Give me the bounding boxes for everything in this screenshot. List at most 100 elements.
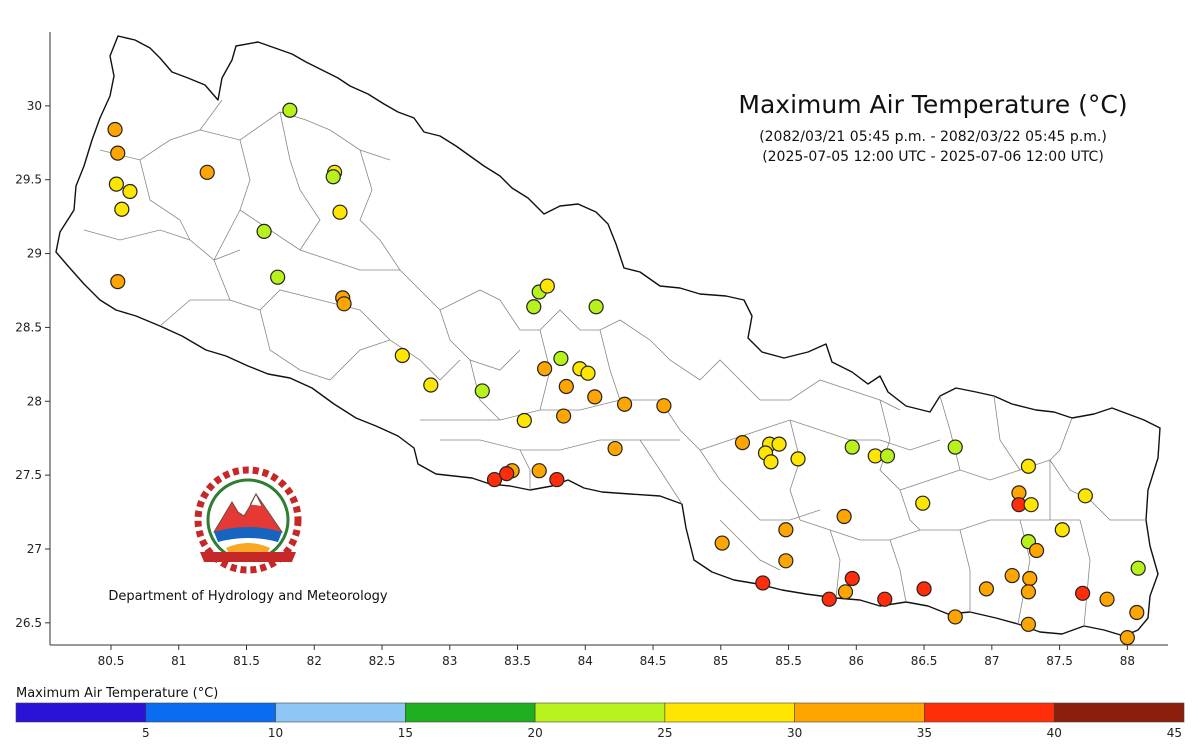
- map-title: Maximum Air Temperature (°C): [738, 90, 1127, 119]
- legend-color-bin: [794, 702, 925, 723]
- legend-tick-label: 20: [527, 726, 542, 740]
- x-tick-label: 87: [984, 654, 999, 668]
- y-axis-ticks: 26.5 27 27.5 28 28.5 29 29.5 30: [15, 99, 50, 630]
- station-marker: [916, 581, 932, 597]
- x-tick-label: 84: [578, 654, 593, 668]
- station-marker: [837, 584, 854, 600]
- station-marker: [1020, 584, 1037, 600]
- station-marker: [778, 553, 794, 569]
- station-marker: [771, 436, 787, 452]
- x-tick-label: 83.5: [504, 654, 531, 668]
- station-marker: [1020, 458, 1037, 474]
- legend-tick-label: 15: [398, 726, 413, 740]
- legend-tick-label: 45: [1167, 726, 1182, 740]
- station-marker: [1004, 567, 1020, 584]
- station-marker: [110, 274, 126, 290]
- x-tick-label: 83: [442, 654, 457, 668]
- station-marker: [553, 350, 569, 367]
- station-marker: [499, 466, 515, 482]
- legend-colorbar: 5 10 15 20 25 30 35 40 45: [15, 702, 1185, 740]
- station-marker: [332, 204, 348, 220]
- station-marker: [1075, 585, 1091, 601]
- y-tick-label: 27: [27, 542, 42, 556]
- station-marker: [947, 609, 963, 625]
- dhm-emblem-logo: [194, 466, 302, 574]
- station-marker: [1119, 630, 1135, 646]
- x-tick-label: 82: [307, 654, 322, 668]
- x-tick-label: 84.5: [640, 654, 667, 668]
- legend-tick-label: 5: [142, 726, 150, 740]
- station-marker: [778, 522, 794, 538]
- station-marker: [656, 398, 672, 414]
- station-marker: [844, 439, 860, 455]
- y-tick-label: 28: [27, 394, 42, 408]
- station-marker: [531, 463, 547, 479]
- station-marker: [526, 299, 542, 315]
- station-marker: [790, 451, 806, 467]
- station-marker: [556, 408, 572, 424]
- y-tick-label: 26.5: [15, 616, 42, 630]
- station-marker: [122, 183, 138, 200]
- x-tick-label: 88: [1120, 654, 1135, 668]
- x-tick-label: 81.5: [233, 654, 260, 668]
- station-marker: [1099, 591, 1115, 607]
- legend-color-bin: [15, 702, 147, 723]
- station-marker: [539, 278, 555, 294]
- station-marker: [1077, 488, 1093, 504]
- station-marker: [616, 396, 633, 412]
- legend-tick-label: 35: [917, 726, 932, 740]
- station-marker: [714, 535, 730, 551]
- station-marker: [486, 471, 503, 488]
- legend-tick-label: 40: [1047, 726, 1062, 740]
- legend-tick-label: 10: [268, 726, 283, 740]
- station-marker: [336, 296, 352, 312]
- station-marker: [1129, 604, 1145, 621]
- x-tick-label: 87.5: [1046, 654, 1073, 668]
- legend-color-bin: [664, 702, 795, 723]
- station-marker: [549, 471, 565, 488]
- station-marker: [821, 591, 837, 607]
- x-tick-label: 86.5: [911, 654, 938, 668]
- station-marker: [114, 201, 130, 217]
- station-marker: [282, 102, 298, 118]
- y-tick-label: 28.5: [15, 320, 42, 334]
- station-marker: [947, 439, 963, 455]
- station-marker: [1020, 616, 1037, 632]
- station-markers: [107, 102, 1146, 646]
- station-marker: [978, 581, 995, 597]
- organization-name: Department of Hydrology and Meteorology: [108, 589, 388, 604]
- x-tick-label: 85: [713, 654, 728, 668]
- station-marker: [537, 361, 553, 377]
- y-tick-label: 29.5: [15, 173, 42, 187]
- station-marker: [1054, 522, 1070, 538]
- legend-color-bin: [145, 702, 276, 723]
- x-axis-ticks: 80.5 81 81.5 82 82.5 83 83.5 84 84.5 85 85.5 86 86.5…: [98, 645, 1135, 668]
- station-marker: [1130, 560, 1146, 576]
- x-tick-label: 85.5: [775, 654, 802, 668]
- legend-tick-label: 30: [787, 726, 802, 740]
- x-tick-label: 81: [171, 654, 186, 668]
- station-marker: [107, 121, 123, 138]
- station-marker: [607, 440, 623, 457]
- legend-color-bin: [924, 702, 1055, 723]
- legend-color-bin: [1053, 702, 1185, 723]
- y-tick-label: 27.5: [15, 468, 42, 482]
- station-marker: [763, 454, 779, 470]
- x-tick-label: 86: [849, 654, 864, 668]
- station-marker: [844, 570, 860, 587]
- legend-title: Maximum Air Temperature (°C): [16, 686, 218, 701]
- station-marker: [879, 448, 896, 464]
- subtitle-utc-date: (2025-07-05 12:00 UTC - 2025-07-06 12:00…: [762, 149, 1104, 165]
- y-tick-label: 30: [27, 99, 42, 113]
- country-outline: [55, 35, 1161, 637]
- station-marker: [1028, 542, 1045, 559]
- station-marker: [325, 169, 341, 185]
- legend-color-bin: [405, 702, 536, 723]
- station-marker: [256, 223, 272, 240]
- station-marker: [588, 299, 604, 315]
- station-marker: [1022, 570, 1038, 587]
- y-tick-label: 29: [27, 247, 42, 261]
- station-marker: [108, 176, 125, 192]
- station-marker: [877, 591, 893, 607]
